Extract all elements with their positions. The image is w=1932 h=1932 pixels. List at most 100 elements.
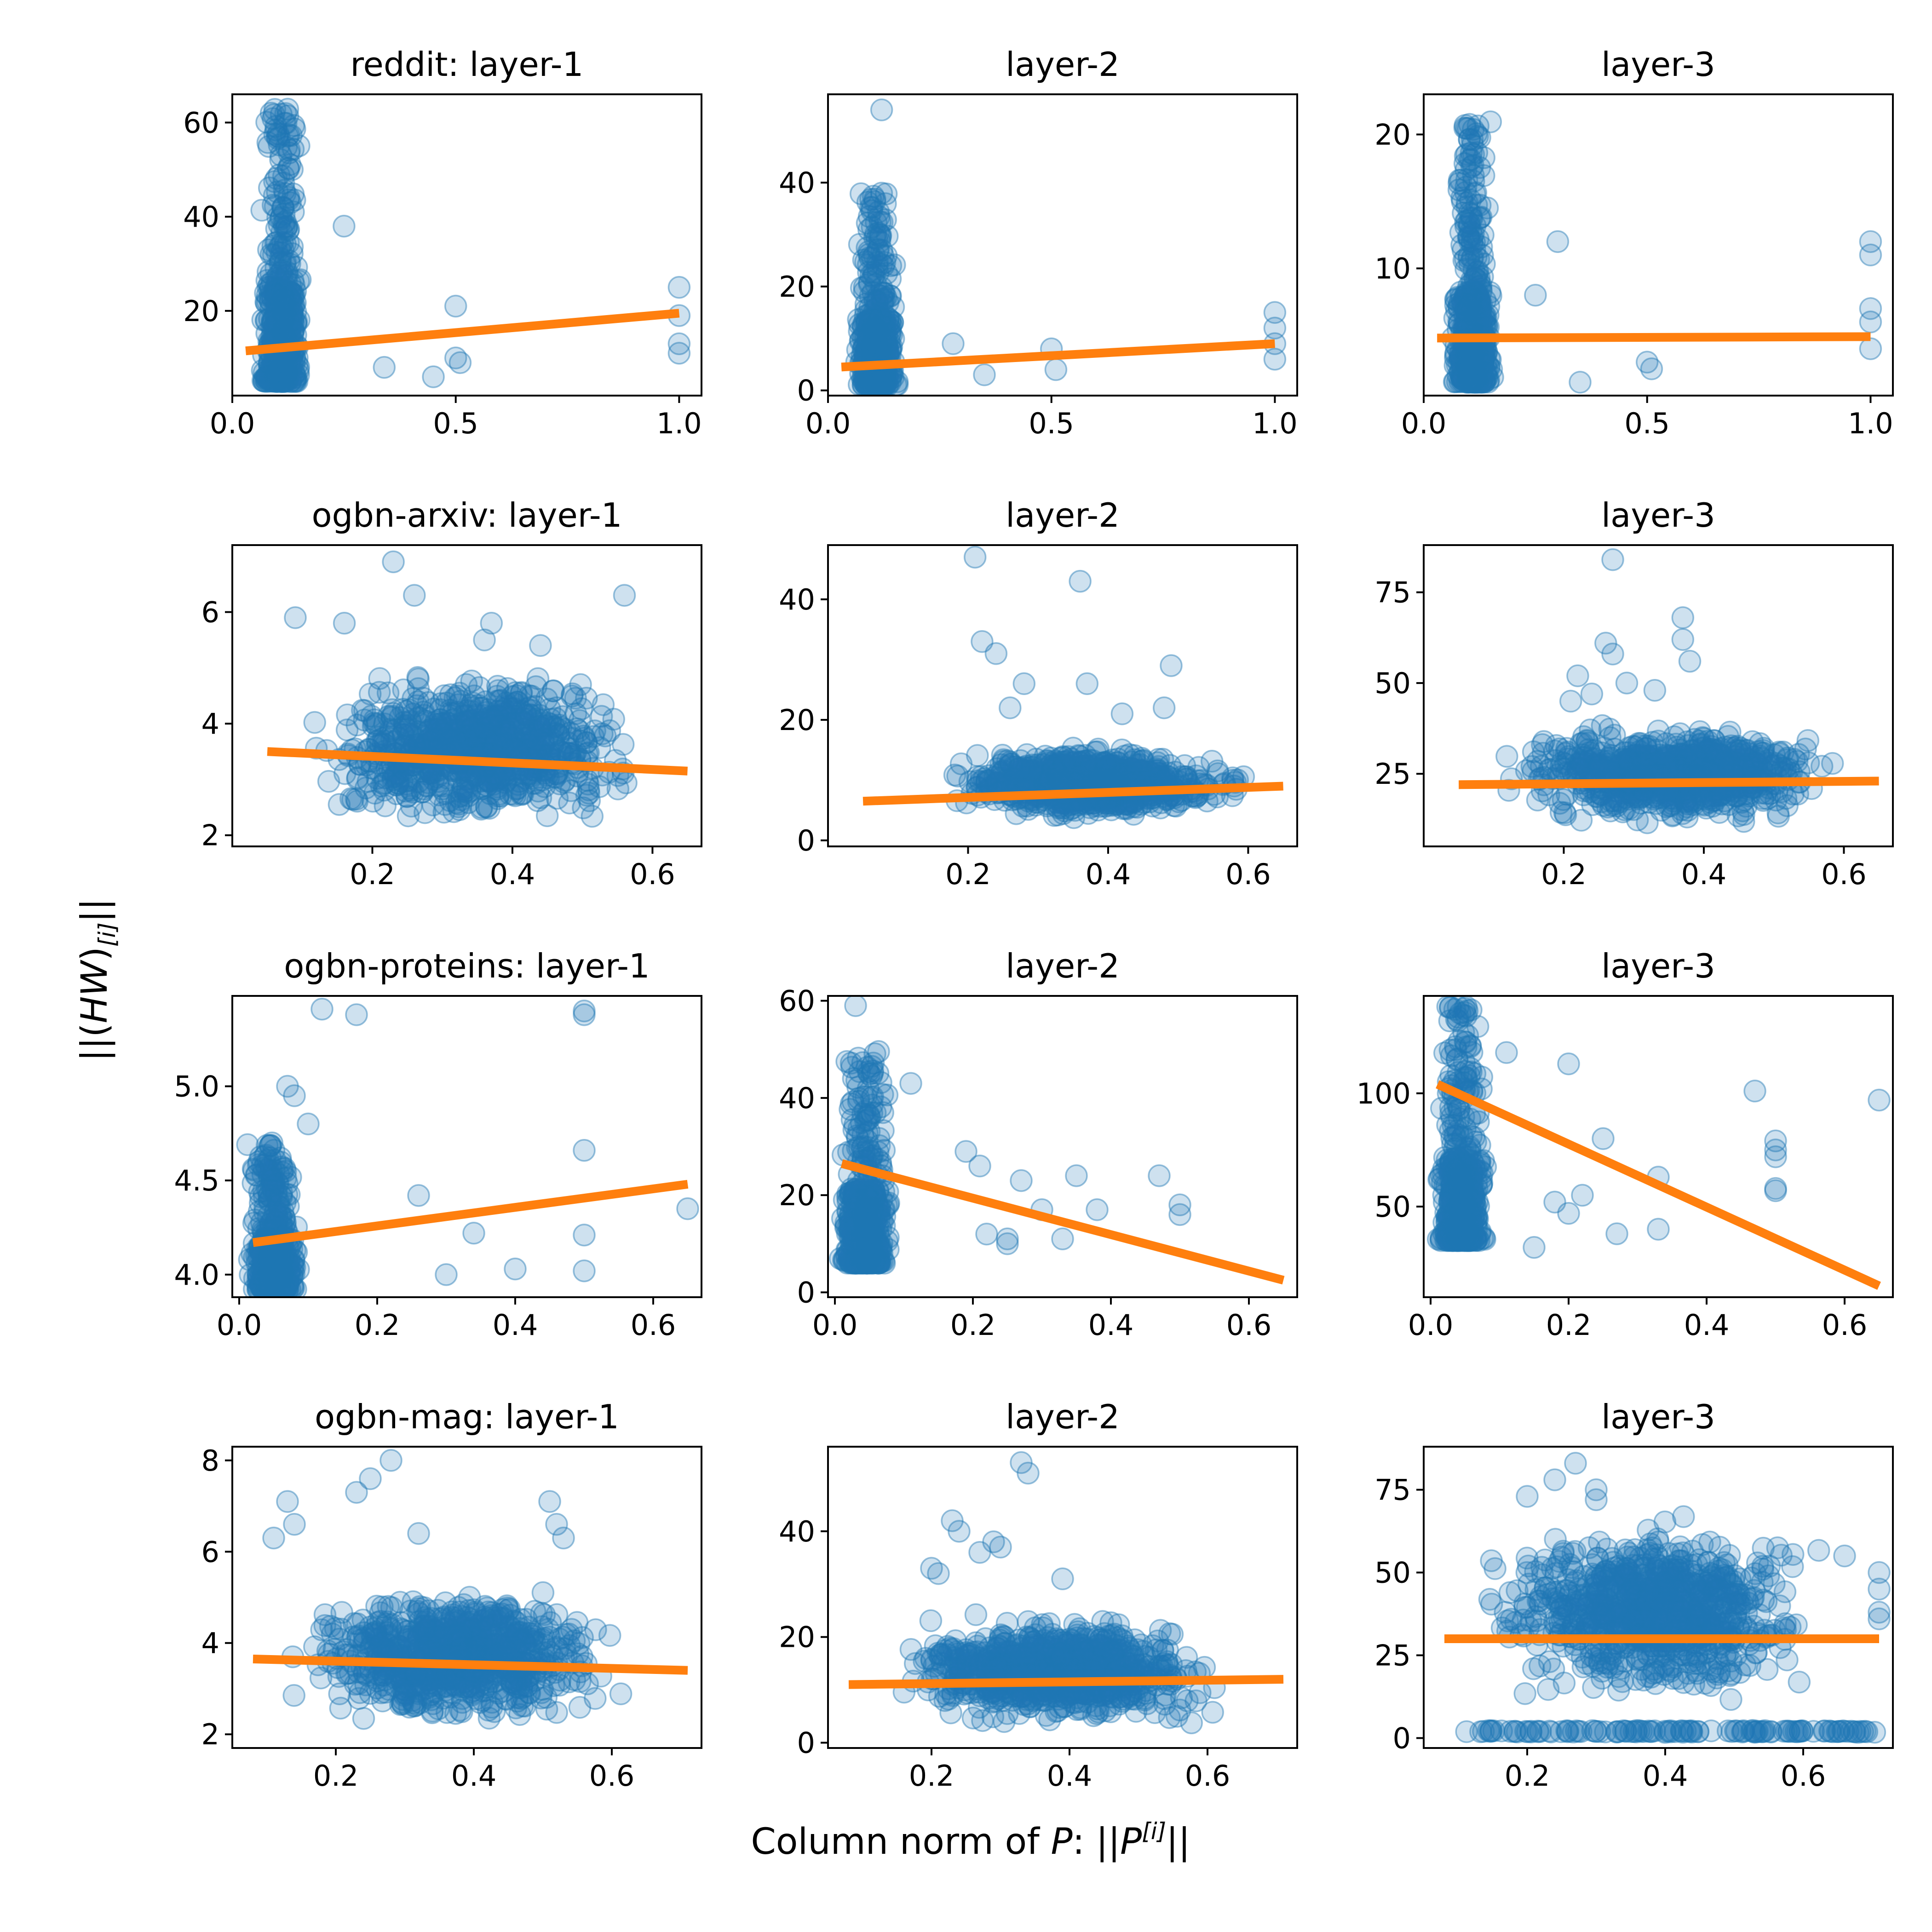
scatter-point: [263, 369, 286, 393]
scatter-point: [284, 370, 307, 393]
scatter-point: [392, 711, 416, 734]
scatter-point: [517, 730, 540, 753]
scatter-point: [869, 312, 893, 336]
scatter-point: [372, 772, 395, 795]
scatter-point: [370, 774, 393, 798]
scatter-point: [1472, 224, 1495, 247]
scatter-point: [271, 277, 294, 300]
scatter-point: [854, 370, 877, 393]
scatter-point: [868, 371, 891, 394]
scatter-point: [1458, 368, 1481, 391]
scatter-point: [871, 336, 894, 360]
scatter-point: [535, 727, 558, 751]
scatter-point: [1460, 346, 1484, 370]
scatter-point: [1467, 346, 1490, 369]
scatter-point: [444, 719, 467, 742]
scatter-point: [278, 311, 301, 334]
scatter-point: [269, 294, 293, 318]
scatter-point: [862, 334, 885, 356]
scatter-point: [461, 691, 484, 714]
scatter-point: [857, 371, 880, 394]
scatter-point: [269, 250, 292, 274]
scatter-point: [264, 363, 288, 386]
scatter-point: [1457, 244, 1481, 267]
scatter-point: [514, 721, 537, 744]
scatter-point: [859, 264, 882, 287]
scatter-point: [1465, 301, 1489, 324]
scatter-point: [858, 312, 881, 335]
scatter-point: [1470, 308, 1493, 331]
scatter-point: [1457, 295, 1480, 319]
scatter-point: [872, 326, 895, 350]
scatter-point: [257, 135, 281, 158]
scatter-point: [872, 254, 895, 277]
scatter-point: [1460, 224, 1484, 247]
scatter-point: [575, 686, 598, 710]
scatter-point: [274, 362, 297, 385]
scatter-point: [1859, 297, 1882, 320]
scatter-point: [380, 698, 404, 721]
scatter-point: [385, 773, 408, 797]
scatter-point: [264, 115, 288, 138]
scatter-point: [259, 262, 282, 285]
scatter-point: [868, 315, 891, 338]
scatter-point: [1456, 282, 1479, 305]
scatter-point: [402, 702, 425, 725]
scatter-point: [1462, 367, 1485, 391]
scatter-point: [1635, 351, 1659, 374]
scatter-point: [509, 731, 532, 754]
scatter-point: [397, 804, 420, 828]
scatter-point: [495, 723, 519, 746]
scatter-point: [272, 359, 295, 382]
scatter-point: [529, 786, 552, 810]
scatter-point: [393, 716, 417, 739]
scatter-point: [282, 309, 305, 332]
scatter-point: [435, 726, 458, 749]
scatter-point: [269, 261, 292, 284]
scatter-point: [457, 791, 480, 814]
scatter-point: [559, 779, 583, 802]
scatter-point: [588, 775, 611, 798]
scatter-point: [1449, 221, 1472, 244]
scatter-point: [1465, 311, 1488, 334]
scatter-point: [1683, 745, 1707, 768]
scatter-point: [407, 770, 430, 794]
scatter-point: [525, 735, 549, 759]
scatter-point: [281, 283, 305, 306]
scatter-point: [491, 714, 514, 738]
scatter-point: [1464, 354, 1487, 377]
scatter-point: [973, 363, 996, 386]
scatter-point: [254, 365, 278, 388]
scatter-point: [1458, 284, 1481, 307]
scatter-point: [521, 772, 545, 795]
scatter-point: [353, 699, 376, 722]
scatter-point: [1452, 201, 1475, 225]
scatter-point: [1459, 293, 1482, 316]
scatter-point: [446, 684, 469, 708]
scatter-point: [261, 234, 285, 258]
scatter-point: [860, 372, 883, 396]
scatter-point: [407, 677, 430, 700]
y-tick-label: 25: [1374, 757, 1411, 791]
scatter-point: [482, 707, 505, 730]
scatter-point: [276, 360, 300, 383]
scatter-point: [265, 362, 288, 386]
scatter-point: [848, 313, 871, 336]
scatter-point: [857, 243, 880, 266]
scatter-point: [591, 722, 614, 745]
scatter-point: [1469, 363, 1492, 386]
scatter-point: [541, 679, 564, 702]
scatter-point: [263, 367, 286, 390]
scatter-point: [412, 709, 435, 732]
scatter-point: [864, 374, 887, 396]
scatter-point: [274, 289, 298, 312]
scatter-point: [520, 719, 543, 742]
scatter-point: [1455, 370, 1478, 393]
scatter-point: [251, 359, 274, 382]
scatter-point: [439, 701, 462, 724]
scatter-point: [1461, 371, 1484, 394]
scatter-point: [427, 770, 450, 793]
scatter-point: [266, 276, 289, 300]
scatter-point: [275, 270, 298, 293]
scatter-point: [487, 783, 510, 806]
